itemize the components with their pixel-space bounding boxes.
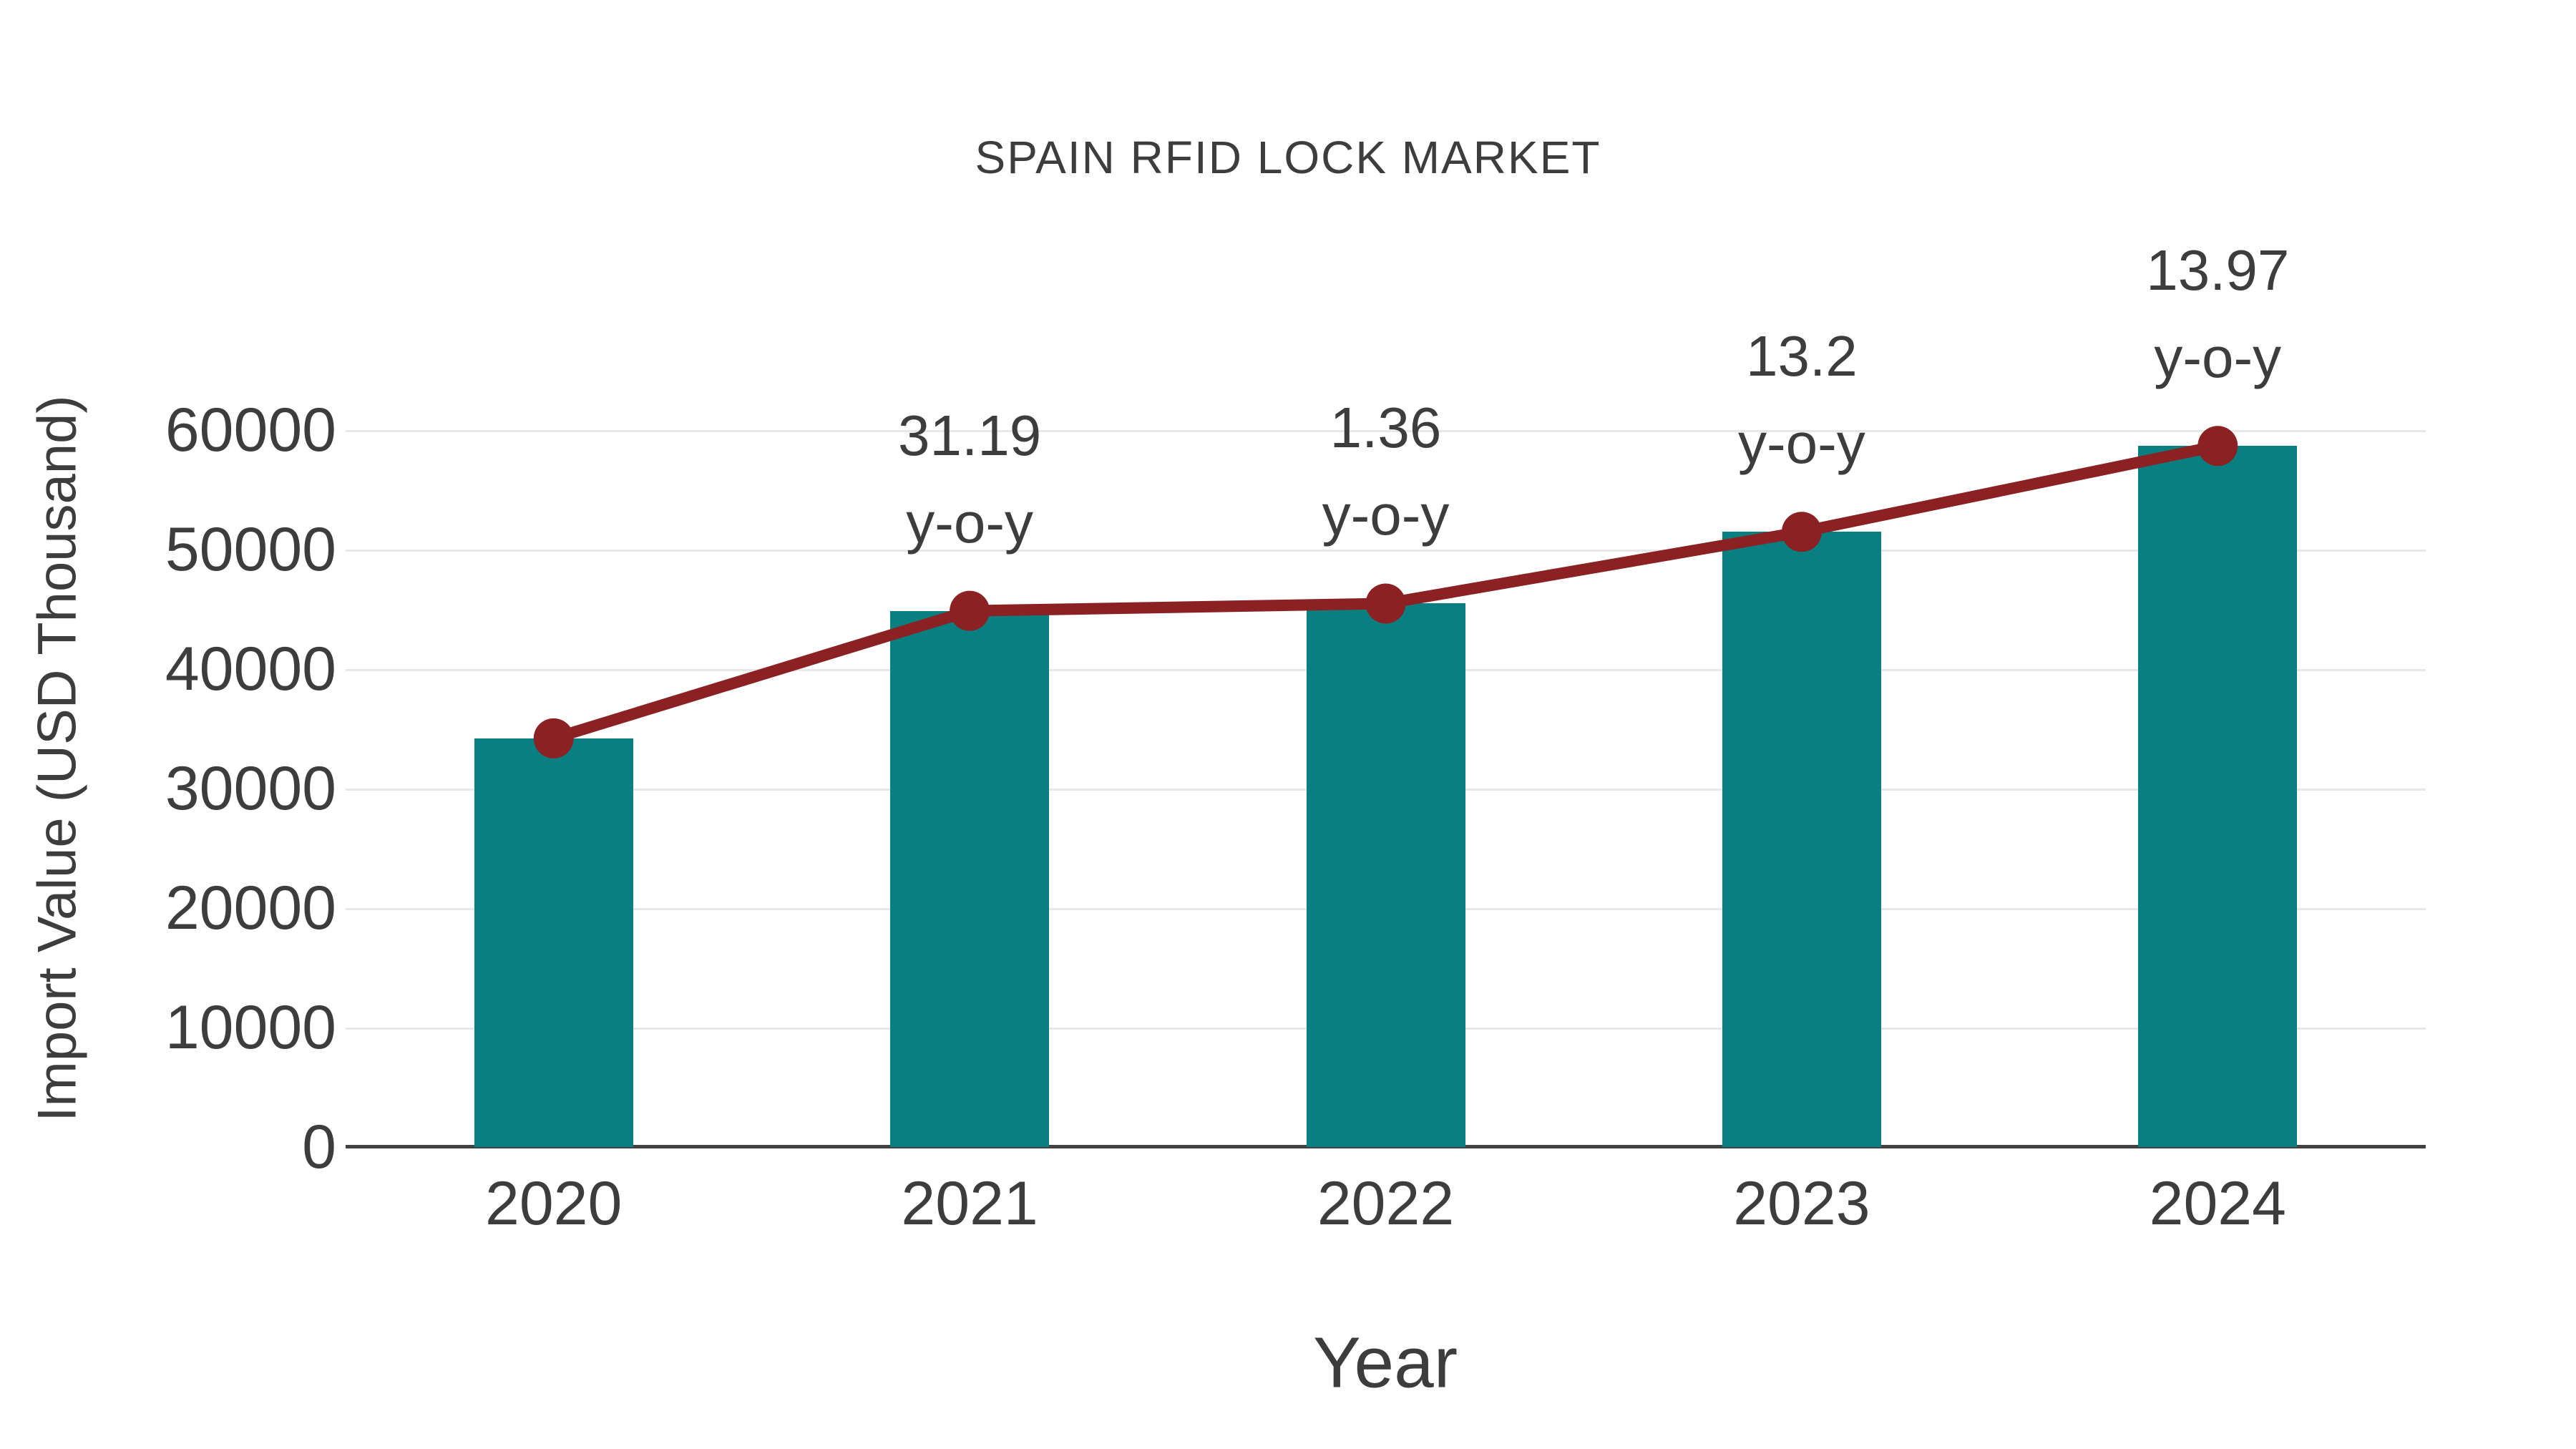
chart-title: SPAIN RFID LOCK MARKET: [975, 132, 1601, 183]
y-tick-label: 30000: [165, 754, 336, 823]
yoy-suffix: y-o-y: [1738, 411, 1865, 476]
yoy-annotation-2024: 13.97 y-o-y: [2146, 227, 2289, 401]
y-tick-label: 60000: [165, 396, 336, 464]
y-tick-label: 0: [302, 1113, 336, 1181]
bar-2021: [890, 610, 1050, 1147]
x-tick-label: 2023: [1733, 1169, 1870, 1238]
yoy-annotation-2022: 1.36 y-o-y: [1322, 384, 1450, 559]
yoy-annotation-2023: 13.2 y-o-y: [1738, 313, 1865, 487]
yoy-suffix: y-o-y: [1322, 483, 1450, 547]
bar-2024: [2138, 446, 2298, 1147]
yoy-suffix: y-o-y: [2154, 326, 2282, 390]
x-tick-label: 2020: [485, 1169, 623, 1238]
grid-line: [346, 430, 2426, 432]
yoy-annotation-2021: 31.19 y-o-y: [898, 392, 1041, 567]
yoy-value: 31.19: [897, 403, 1042, 467]
bar-2020: [474, 738, 633, 1147]
yoy-value: 13.2: [1746, 324, 1858, 389]
y-tick-label: 10000: [165, 993, 336, 1062]
bar-2023: [1722, 532, 1881, 1147]
y-tick-label: 40000: [165, 635, 336, 703]
yoy-value: 13.97: [2146, 238, 2290, 303]
x-tick-label: 2021: [901, 1169, 1038, 1238]
x-axis-title: Year: [1312, 1322, 1458, 1403]
x-tick-label: 2022: [1317, 1169, 1455, 1238]
y-tick-label: 20000: [165, 874, 336, 942]
y-tick-label: 50000: [165, 515, 336, 584]
yoy-suffix: y-o-y: [906, 490, 1033, 555]
x-tick-label: 2024: [2149, 1169, 2286, 1238]
yoy-value: 1.36: [1330, 396, 1442, 460]
bar-2022: [1306, 603, 1465, 1147]
